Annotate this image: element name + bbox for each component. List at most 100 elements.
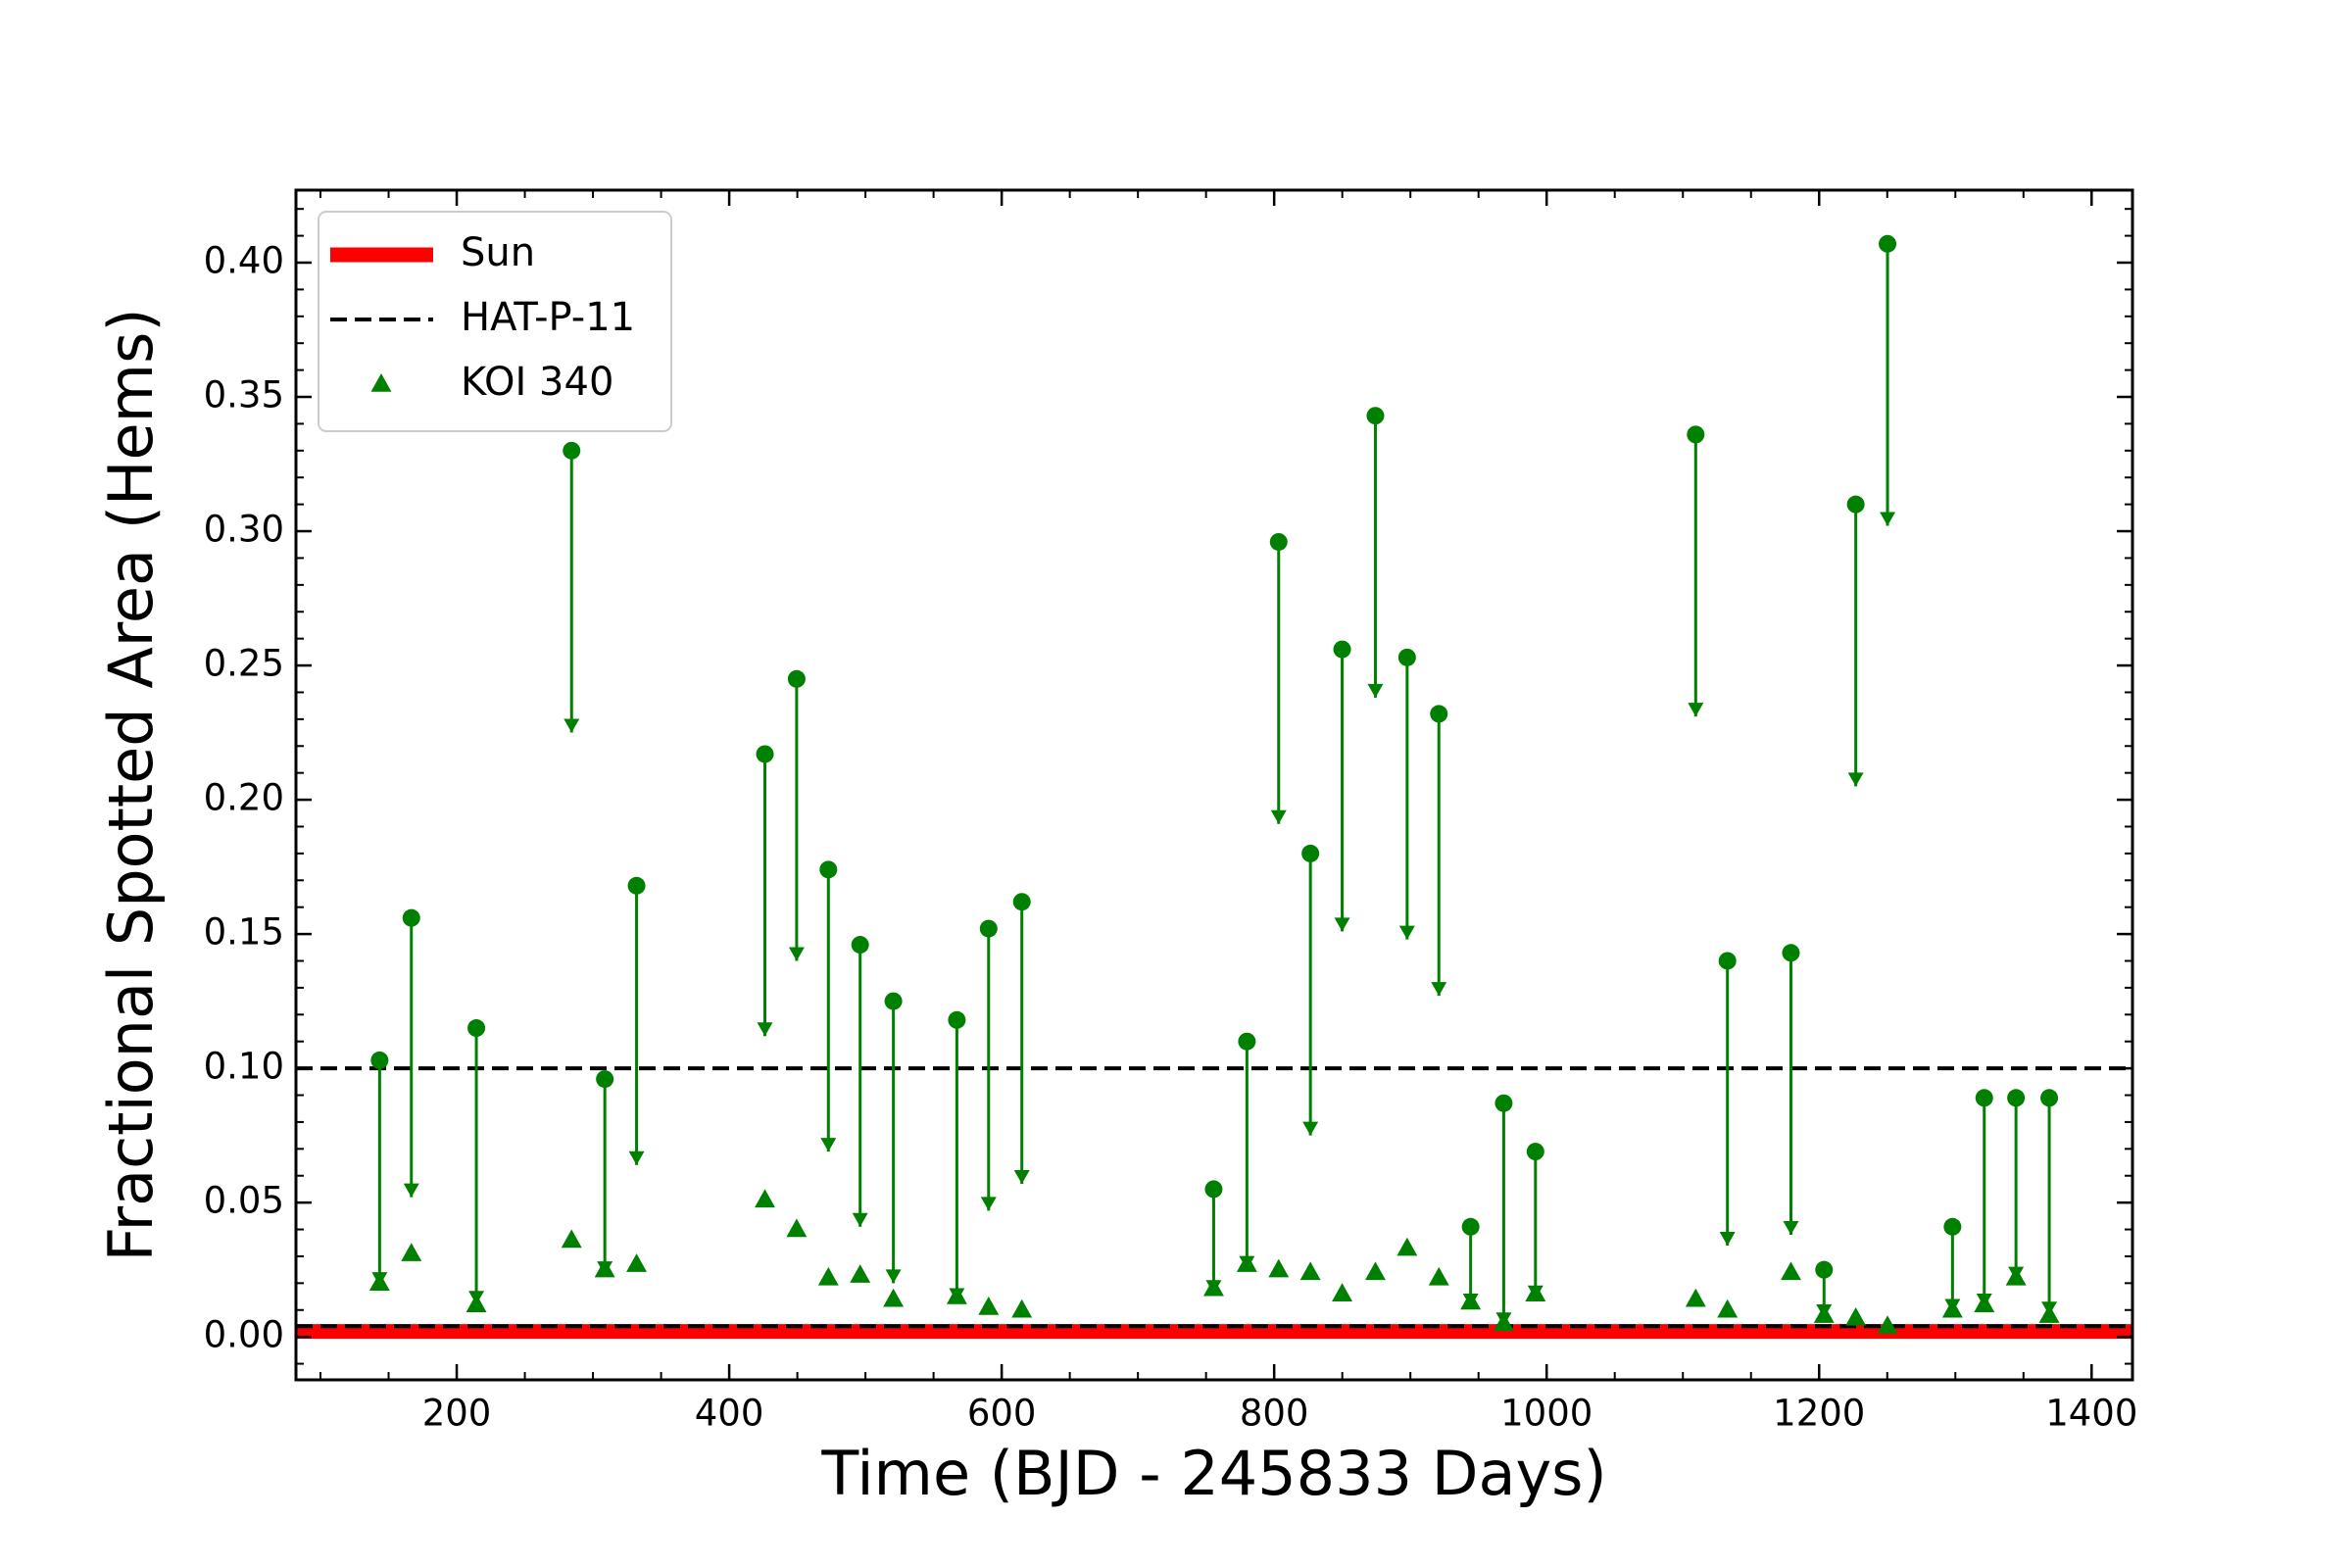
arrow-head xyxy=(1270,809,1287,824)
triangle-point xyxy=(883,1288,905,1307)
legend: Sun HAT-P-11 KOI 340 xyxy=(318,211,672,432)
y-tick-label: 0.30 xyxy=(204,509,284,551)
triangle-point xyxy=(786,1218,808,1238)
x-axis-label: Time (BJD - 245833 Days) xyxy=(820,1438,1606,1509)
y-tick-label: 0.35 xyxy=(204,374,284,416)
triangle-point xyxy=(1202,1277,1224,1297)
arrow-head xyxy=(1688,703,1704,717)
triangle-point xyxy=(1332,1283,1352,1302)
upper-limit-point xyxy=(1012,893,1031,911)
legend-label: Sun xyxy=(461,230,535,275)
upper-limit-point xyxy=(563,441,581,460)
triangle-point xyxy=(561,1229,582,1249)
arrow-head xyxy=(757,1022,773,1037)
upper-limit-point xyxy=(2007,1089,2026,1107)
triangle-point xyxy=(1877,1315,1898,1334)
triangle-point xyxy=(401,1243,422,1261)
triangle-point xyxy=(1268,1258,1290,1278)
legend-box xyxy=(318,211,672,432)
upper-limit-point xyxy=(1879,234,1897,253)
triangle-point xyxy=(2005,1266,2027,1286)
triangle-point xyxy=(946,1286,967,1304)
triangle-point xyxy=(817,1266,839,1286)
upper-limit-point xyxy=(756,745,774,763)
upper-limit-point xyxy=(1846,495,1865,514)
legend-swatch xyxy=(370,373,392,392)
triangle-point xyxy=(755,1189,775,1208)
arrow-head xyxy=(628,1151,645,1165)
triangle-point xyxy=(1813,1304,1835,1323)
upper-limit-point xyxy=(402,908,420,927)
triangle-point xyxy=(1460,1291,1482,1310)
arrow-head xyxy=(564,718,580,733)
upper-limit-point xyxy=(979,919,998,938)
triangle-point xyxy=(368,1272,390,1292)
triangle-point xyxy=(1396,1237,1418,1256)
triangle-point xyxy=(1011,1298,1033,1318)
x-tick-label: 1200 xyxy=(1773,1393,1865,1435)
upper-limit-point xyxy=(1204,1180,1223,1199)
arrow-head xyxy=(788,947,805,961)
upper-limit-point xyxy=(948,1010,966,1029)
arrow-head xyxy=(1367,683,1384,698)
upper-limit-point xyxy=(819,860,838,879)
x-tick-label: 600 xyxy=(967,1393,1037,1435)
upper-limit-point xyxy=(1718,952,1737,970)
upper-limit-point xyxy=(596,1070,614,1089)
y-tick-label: 0.00 xyxy=(204,1314,284,1356)
triangle-point xyxy=(2038,1304,2060,1323)
triangle-point xyxy=(1525,1283,1546,1302)
upper-limit-point xyxy=(1269,532,1288,551)
upper-limit-point xyxy=(1815,1260,1834,1279)
y-tick-label: 0.15 xyxy=(204,911,284,954)
upper-limit-point xyxy=(467,1019,486,1038)
triangle-point xyxy=(1941,1298,1963,1318)
arrow-head xyxy=(820,1138,837,1152)
x-tick-label: 1000 xyxy=(1500,1393,1592,1435)
triangle-point xyxy=(466,1294,487,1312)
arrow-head xyxy=(1719,1231,1736,1246)
upper-limit-point xyxy=(1526,1143,1544,1161)
triangle-point xyxy=(626,1253,648,1272)
arrow-head xyxy=(852,1212,868,1227)
upper-limit-point xyxy=(1782,944,1800,962)
upper-limit-point xyxy=(787,669,806,688)
y-tick-label: 0.10 xyxy=(204,1046,284,1088)
triangle-point xyxy=(594,1258,615,1278)
upper-limit-point xyxy=(1430,705,1448,723)
y-tick-label: 0.20 xyxy=(204,777,284,819)
arrow-head xyxy=(1783,1221,1799,1236)
arrow-head xyxy=(403,1183,419,1198)
triangle-point xyxy=(1845,1306,1867,1326)
arrow-head xyxy=(980,1197,997,1211)
arrow-head xyxy=(885,1269,902,1284)
triangle-point xyxy=(1493,1312,1514,1332)
triangle-point xyxy=(850,1264,871,1283)
upper-limit-point xyxy=(1943,1217,1962,1236)
x-tick-label: 400 xyxy=(695,1393,764,1435)
triangle-point xyxy=(1299,1261,1321,1281)
upper-limit-point xyxy=(2040,1089,2059,1107)
x-tick-label: 1400 xyxy=(2045,1393,2137,1435)
y-tick-label: 0.25 xyxy=(204,643,284,685)
triangle-point xyxy=(978,1297,1000,1315)
arrow-head xyxy=(1880,512,1896,526)
upper-limit-point xyxy=(851,936,869,955)
triangle-point xyxy=(1685,1288,1706,1307)
upper-limit-point xyxy=(1494,1094,1513,1112)
legend-label: KOI 340 xyxy=(461,360,613,405)
y-tick-label: 0.05 xyxy=(204,1180,284,1222)
upper-limit-point xyxy=(884,992,903,1010)
y-tick-label: 0.40 xyxy=(204,239,284,281)
upper-limit-point xyxy=(627,876,646,895)
upper-limit-point xyxy=(1238,1032,1256,1051)
triangle-point xyxy=(1781,1261,1801,1281)
arrow-head xyxy=(1847,772,1864,787)
y-axis-label: Fractional Spotted Area (Hems) xyxy=(95,308,167,1261)
x-tick-label: 800 xyxy=(1240,1393,1309,1435)
upper-limit-point xyxy=(1301,844,1320,862)
x-tick-label: 200 xyxy=(422,1393,492,1435)
plot-frame xyxy=(294,188,2134,1382)
upper-limit-point xyxy=(1397,648,1416,666)
upper-limit-point xyxy=(1333,640,1351,659)
